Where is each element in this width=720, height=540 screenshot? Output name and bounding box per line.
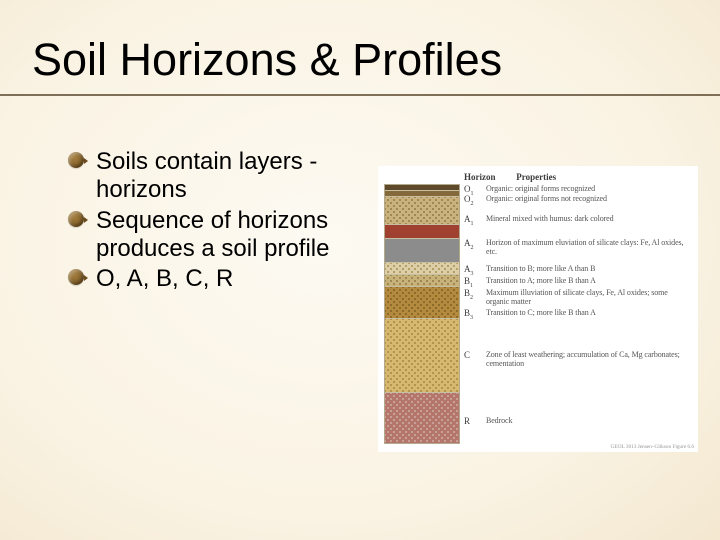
soil-layer-C xyxy=(385,319,459,393)
list-item-text: Soils contain layers - xyxy=(96,148,317,175)
legend-code: B3 xyxy=(464,308,486,321)
legend-desc: Maximum illuviation of silicate clays, F… xyxy=(486,288,692,306)
list-item: Sequence of horizons produces a soil pro… xyxy=(96,207,356,264)
bullet-icon xyxy=(68,211,84,227)
soil-layer-A3 xyxy=(385,239,459,263)
legend-desc: Transition to C; more like B than A xyxy=(486,308,692,317)
soil-layer-A2 xyxy=(385,225,459,239)
figure-header-properties: Properties xyxy=(516,172,556,182)
legend-desc: Mineral mixed with humus: dark colored xyxy=(486,214,692,223)
soil-layer-B2 xyxy=(385,275,459,287)
title-underline xyxy=(0,94,720,96)
bullet-icon xyxy=(68,269,84,285)
legend-row: B2Maximum illuviation of silicate clays,… xyxy=(464,288,692,306)
soil-layer-A1 xyxy=(385,197,459,225)
soil-column xyxy=(384,184,460,444)
legend-desc: Zone of least weathering; accumulation o… xyxy=(486,350,692,368)
legend-code: C xyxy=(464,350,486,360)
soil-profile-figure: Horizon Properties O1Organic: original f… xyxy=(378,166,698,452)
figure-legend: O1Organic: original forms recognizedO2Or… xyxy=(464,184,692,442)
figure-credit: GEOL 3013 Jensen–Glikson Figure 6.6 xyxy=(610,444,694,450)
legend-row: B3Transition to C; more like B than A xyxy=(464,308,692,321)
legend-row: A1Mineral mixed with humus: dark colored xyxy=(464,214,692,227)
list-item-text: O, A, B, C, R xyxy=(96,265,233,292)
list-item: Soils contain layers - horizons xyxy=(96,148,356,205)
legend-row: A3Transition to B; more like A than B xyxy=(464,264,692,277)
legend-row: O2Organic: original forms not recognized xyxy=(464,194,692,207)
legend-desc: Transition to B; more like A than B xyxy=(486,264,692,273)
soil-layer-R xyxy=(385,393,459,443)
legend-desc: Horizon of maximum eluviation of silicat… xyxy=(486,238,692,256)
figure-header-horizon: Horizon xyxy=(464,172,514,182)
legend-row: A2Horizon of maximum eluviation of silic… xyxy=(464,238,692,256)
list-item-emph: soil profile xyxy=(221,235,329,262)
legend-code: A1 xyxy=(464,214,486,227)
list-item-emph: horizons xyxy=(96,176,187,203)
legend-row: RBedrock xyxy=(464,416,692,426)
soil-layer-B3 xyxy=(385,287,459,319)
soil-layer-B1 xyxy=(385,263,459,275)
legend-code: O2 xyxy=(464,194,486,207)
page-title: Soil Horizons & Profiles xyxy=(32,34,502,86)
bullet-list: Soils contain layers - horizons Sequence… xyxy=(96,148,356,296)
legend-code: B1 xyxy=(464,276,486,289)
legend-desc: Bedrock xyxy=(486,416,692,425)
legend-code: R xyxy=(464,416,486,426)
legend-code: A3 xyxy=(464,264,486,277)
legend-row: B1Transition to A; more like B than A xyxy=(464,276,692,289)
legend-code: B2 xyxy=(464,288,486,301)
legend-code: A2 xyxy=(464,238,486,251)
legend-desc: Organic: original forms recognized xyxy=(486,184,692,193)
list-item: O, A, B, C, R xyxy=(96,265,356,293)
bullet-icon xyxy=(68,152,84,168)
legend-desc: Transition to A; more like B than A xyxy=(486,276,692,285)
figure-headers: Horizon Properties xyxy=(464,172,556,182)
legend-row: CZone of least weathering; accumulation … xyxy=(464,350,692,368)
legend-desc: Organic: original forms not recognized xyxy=(486,194,692,203)
